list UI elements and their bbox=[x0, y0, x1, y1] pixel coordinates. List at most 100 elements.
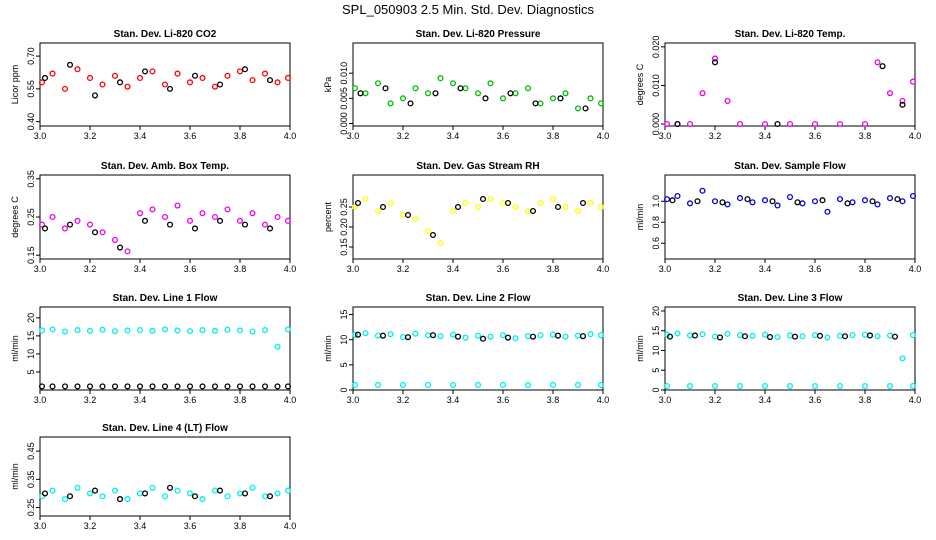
chart-1-point bbox=[261, 70, 269, 77]
chart-7-x-tick-label: 3.6 bbox=[184, 395, 197, 405]
chart-8-point bbox=[537, 332, 544, 339]
chart-6-point bbox=[686, 200, 694, 207]
chart-5-point bbox=[554, 203, 562, 211]
chart-7-point bbox=[211, 383, 219, 390]
chart-2-point bbox=[407, 100, 414, 107]
chart-9-point bbox=[849, 332, 856, 339]
chart-6-point bbox=[849, 199, 856, 206]
chart-3-x-tick-label: 3.0 bbox=[659, 131, 672, 141]
chart-10-point bbox=[249, 484, 256, 491]
chart-8-point bbox=[562, 333, 569, 340]
chart-8-y-tick-label: 5 bbox=[339, 362, 349, 367]
chart-9-point bbox=[699, 331, 706, 338]
chart-1-x-tick-label: 3.4 bbox=[134, 131, 147, 141]
chart-1-point bbox=[91, 92, 99, 99]
chart-5-point bbox=[449, 207, 457, 215]
chart-5-point bbox=[499, 199, 507, 207]
chart-9-point bbox=[724, 330, 731, 337]
chart-8-point bbox=[449, 331, 457, 338]
chart-6-x-tick-label: 3.2 bbox=[709, 264, 722, 274]
chart-5-x-tick-label: 3.8 bbox=[547, 264, 560, 274]
chart-7-x-tick-label: 3.0 bbox=[34, 395, 47, 405]
chart-1-point bbox=[224, 72, 231, 79]
chart-10-point bbox=[66, 493, 74, 500]
chart-8-point bbox=[487, 333, 494, 340]
chart-5-point bbox=[437, 239, 444, 247]
chart-3-series-1 bbox=[663, 55, 917, 128]
chart-3-series-2 bbox=[674, 59, 906, 128]
chart-5-point bbox=[562, 203, 569, 211]
chart-7-point bbox=[38, 383, 46, 390]
chart-8-point bbox=[479, 335, 487, 342]
chart-8-point bbox=[437, 333, 444, 340]
chart-6-point bbox=[724, 201, 731, 208]
chart-2-point bbox=[482, 95, 489, 102]
chart-2-point bbox=[512, 90, 519, 97]
chart-8-point bbox=[549, 381, 557, 389]
chart-9-x-tick-label: 3.0 bbox=[659, 395, 672, 405]
chart-6-point bbox=[836, 196, 844, 203]
chart-2-point bbox=[457, 85, 464, 92]
chart-8-y-tick-label: 10 bbox=[339, 335, 349, 345]
chart-9-y-tick-label: 15 bbox=[651, 326, 661, 336]
chart-8-point bbox=[579, 333, 587, 340]
chart-6-point bbox=[786, 194, 794, 201]
chart-7-y-tick-label: 15 bbox=[26, 331, 36, 341]
chart-2-x-tick-label: 3.4 bbox=[447, 131, 460, 141]
chart-6-point bbox=[824, 208, 831, 215]
chart-4-stan-dev-amb-box-temp: Stan. Dev. Amb. Box Temp. 3.0 3.2 3.4 3.6 3.8… bbox=[10, 161, 296, 274]
chart-4-x-tick-label: 3.6 bbox=[184, 264, 197, 274]
chart-9-point bbox=[836, 332, 844, 339]
chart-7-point bbox=[111, 383, 119, 390]
chart-7-series-1 bbox=[38, 326, 292, 350]
chart-1-point bbox=[99, 81, 106, 88]
chart-7-point bbox=[49, 383, 56, 390]
chart-8-point bbox=[404, 334, 412, 341]
chart-8-x-tick-label: 3.8 bbox=[547, 395, 560, 405]
chart-1-point bbox=[166, 85, 174, 92]
chart-8-point bbox=[597, 381, 605, 389]
chart-1-point bbox=[211, 83, 219, 90]
chart-4-point bbox=[216, 217, 224, 224]
chart-4-point bbox=[211, 213, 219, 221]
chart-9-point bbox=[786, 382, 794, 390]
chart-7-x-tick-label: 3.2 bbox=[84, 395, 97, 405]
chart-4-point bbox=[241, 221, 249, 228]
chart-5-point bbox=[404, 211, 412, 219]
chart-9-point bbox=[663, 382, 671, 390]
chart-8-point bbox=[454, 333, 462, 340]
chart-9-point bbox=[674, 330, 681, 337]
chart-4-point bbox=[186, 217, 194, 224]
chart-9-point bbox=[736, 382, 744, 390]
chart-4-y-tick-label: 0.15 bbox=[26, 246, 36, 264]
chart-7-point bbox=[86, 327, 94, 334]
chart-5-point bbox=[354, 199, 362, 207]
chart-10-stan-dev-line-4-lt-flow: Stan. Dev. Line 4 (LT) Flow 3.0 3.2 3.4 3.6 3… bbox=[10, 423, 296, 531]
chart-9-x-tick-label: 4.0 bbox=[909, 395, 922, 405]
chart-5-point bbox=[362, 195, 369, 203]
chart-4-plot-frame bbox=[39, 174, 291, 260]
chart-1-point bbox=[136, 74, 144, 81]
chart-5-point bbox=[529, 207, 537, 215]
chart-1-y-axis-label: Licor ppm bbox=[10, 65, 20, 105]
chart-2-x-tick-label: 3.8 bbox=[547, 131, 560, 141]
chart-2-series-1 bbox=[351, 75, 605, 112]
chart-2-point bbox=[532, 100, 539, 107]
chart-1-x-tick-label: 3.8 bbox=[234, 131, 247, 141]
chart-2-point bbox=[557, 95, 564, 102]
chart-5-title: Stan. Dev. Gas Stream RH bbox=[416, 161, 539, 172]
chart-2-point bbox=[499, 95, 507, 102]
chart-8-point bbox=[512, 335, 519, 342]
chart-1-point bbox=[216, 81, 224, 88]
chart-4-point bbox=[261, 221, 269, 228]
chart-9-point bbox=[811, 332, 819, 339]
chart-10-point bbox=[41, 490, 49, 497]
chart-7-point bbox=[61, 383, 69, 390]
chart-6-point bbox=[909, 192, 917, 200]
chart-8-point bbox=[462, 334, 469, 341]
chart-1-point bbox=[61, 85, 69, 92]
chart-2-point bbox=[351, 85, 359, 92]
chart-10-point bbox=[236, 490, 244, 497]
chart-10-series-1 bbox=[38, 484, 292, 503]
chart-9-x-tick-label: 3.4 bbox=[759, 395, 772, 405]
